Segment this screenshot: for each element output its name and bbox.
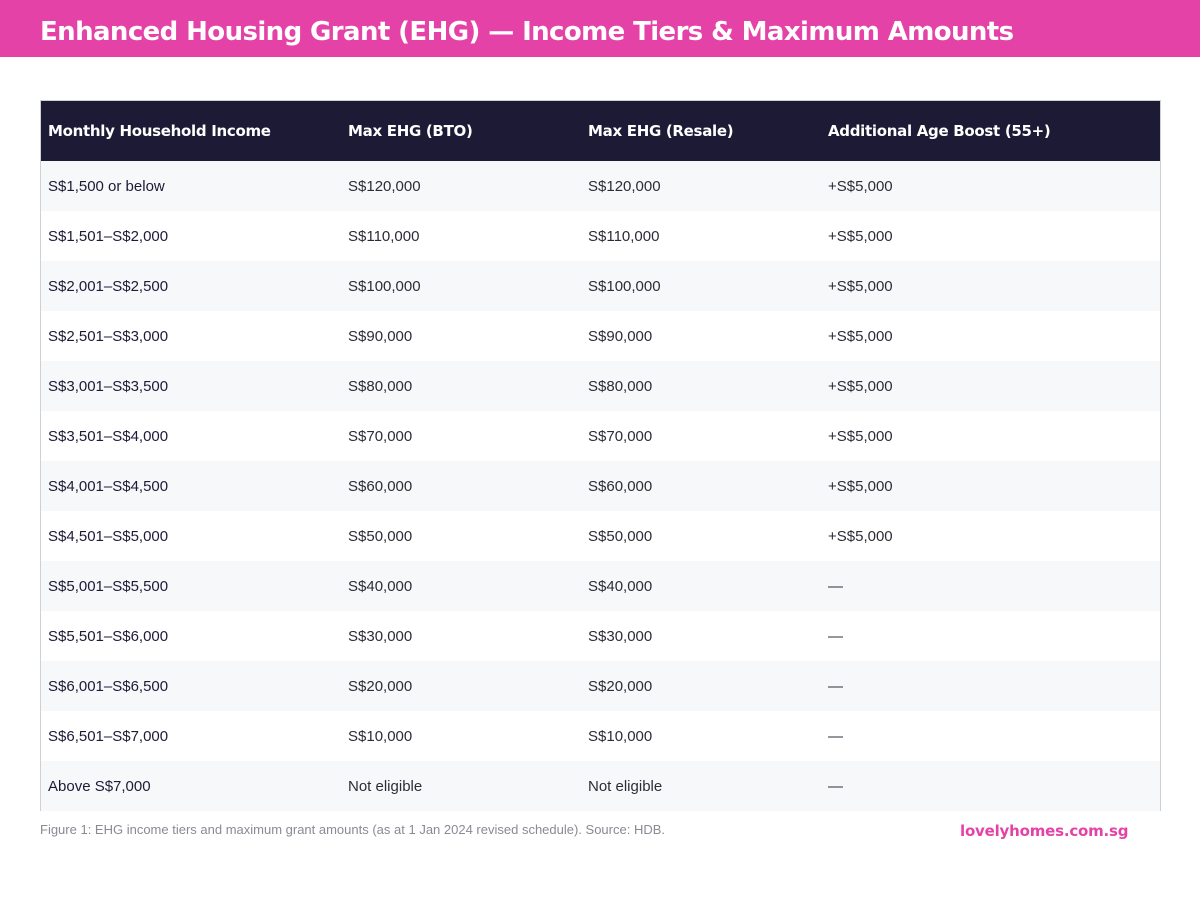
- cell-max-ehg-bto: S$110,000: [348, 227, 420, 245]
- table-row: S$3,501–S$4,000 S$70,000 S$70,000 +S$5,000: [41, 411, 1160, 461]
- cell-max-ehg-resale: S$110,000: [588, 227, 660, 245]
- page-title: Enhanced Housing Grant (EHG) — Income Ti…: [40, 17, 1014, 47]
- cell-age-boost: +S$5,000: [828, 277, 893, 295]
- cell-income: S$2,001–S$2,500: [48, 277, 169, 295]
- table-row: S$6,501–S$7,000 S$10,000 S$10,000 —: [41, 711, 1160, 761]
- brand-link[interactable]: lovelyhomes.com.sg: [960, 822, 1129, 840]
- cell-max-ehg-resale: S$10,000: [588, 727, 653, 745]
- cell-income: Above S$7,000: [48, 777, 151, 795]
- cell-age-boost: +S$5,000: [828, 227, 893, 245]
- cell-income: S$3,501–S$4,000: [48, 427, 169, 445]
- cell-max-ehg-bto: Not eligible: [348, 777, 423, 795]
- cell-max-ehg-resale: S$100,000: [588, 277, 661, 295]
- cell-age-boost: —: [828, 627, 843, 645]
- cell-income: S$5,001–S$5,500: [48, 577, 169, 595]
- cell-max-ehg-bto: S$70,000: [348, 427, 413, 445]
- cell-age-boost: —: [828, 577, 843, 595]
- cell-max-ehg-bto: S$80,000: [348, 377, 413, 395]
- table-row: S$3,001–S$3,500 S$80,000 S$80,000 +S$5,000: [41, 361, 1160, 411]
- cell-age-boost: —: [828, 777, 843, 795]
- cell-max-ehg-bto: S$50,000: [348, 527, 413, 545]
- cell-max-ehg-resale: S$120,000: [588, 177, 661, 195]
- cell-age-boost: +S$5,000: [828, 327, 893, 345]
- table-row: S$2,501–S$3,000 S$90,000 S$90,000 +S$5,000: [41, 311, 1160, 361]
- cell-income: S$6,001–S$6,500: [48, 677, 169, 695]
- column-header-income: Monthly Household Income: [48, 122, 271, 140]
- column-header-max-ehg-bto: Max EHG (BTO): [348, 122, 473, 140]
- cell-age-boost: +S$5,000: [828, 477, 893, 495]
- grant-table-container: Monthly Household Income Max EHG (BTO) M…: [40, 100, 1161, 811]
- cell-max-ehg-bto: S$20,000: [348, 677, 413, 695]
- cell-max-ehg-resale: S$70,000: [588, 427, 653, 445]
- cell-age-boost: +S$5,000: [828, 177, 893, 195]
- cell-income: S$4,501–S$5,000: [48, 527, 169, 545]
- cell-max-ehg-bto: S$60,000: [348, 477, 413, 495]
- cell-age-boost: —: [828, 727, 843, 745]
- cell-age-boost: +S$5,000: [828, 377, 893, 395]
- cell-income: S$1,501–S$2,000: [48, 227, 169, 245]
- column-header-max-ehg-resale: Max EHG (Resale): [588, 122, 734, 140]
- table-row: S$5,501–S$6,000 S$30,000 S$30,000 —: [41, 611, 1160, 661]
- cell-age-boost: +S$5,000: [828, 427, 893, 445]
- cell-max-ehg-bto: S$90,000: [348, 327, 413, 345]
- figure-caption: Figure 1: EHG income tiers and maximum g…: [40, 822, 666, 837]
- table-body: S$1,500 or below S$120,000 S$120,000 +S$5,0…: [41, 161, 1160, 811]
- cell-max-ehg-resale: S$90,000: [588, 327, 653, 345]
- table-row: S$1,500 or below S$120,000 S$120,000 +S$5,0…: [41, 161, 1160, 211]
- header-bar: Enhanced Housing Grant (EHG) — Income Ti…: [0, 0, 1200, 57]
- cell-max-ehg-bto: S$30,000: [348, 627, 413, 645]
- cell-max-ehg-resale: Not eligible: [588, 777, 663, 795]
- table-row: Above S$7,000 Not eligible Not eligible —: [41, 761, 1160, 811]
- cell-max-ehg-resale: S$50,000: [588, 527, 653, 545]
- cell-age-boost: —: [828, 677, 843, 695]
- table-header: Monthly Household Income Max EHG (BTO) M…: [41, 101, 1160, 161]
- table-row: S$4,501–S$5,000 S$50,000 S$50,000 +S$5,000: [41, 511, 1160, 561]
- table-row: S$4,001–S$4,500 S$60,000 S$60,000 +S$5,000: [41, 461, 1160, 511]
- cell-income: S$3,001–S$3,500: [48, 377, 169, 395]
- cell-max-ehg-bto: S$100,000: [348, 277, 421, 295]
- cell-max-ehg-bto: S$40,000: [348, 577, 413, 595]
- cell-max-ehg-resale: S$30,000: [588, 627, 653, 645]
- cell-max-ehg-resale: S$20,000: [588, 677, 653, 695]
- column-header-age-boost: Additional Age Boost (55+): [828, 122, 1051, 140]
- grant-table: Monthly Household Income Max EHG (BTO) M…: [41, 101, 1160, 811]
- cell-income: S$5,501–S$6,000: [48, 627, 169, 645]
- table-row: S$6,001–S$6,500 S$20,000 S$20,000 —: [41, 661, 1160, 711]
- cell-income: S$1,500 or below: [48, 177, 165, 195]
- cell-income: S$6,501–S$7,000: [48, 727, 169, 745]
- cell-max-ehg-resale: S$80,000: [588, 377, 653, 395]
- cell-max-ehg-resale: S$40,000: [588, 577, 653, 595]
- cell-max-ehg-resale: S$60,000: [588, 477, 653, 495]
- table-row: S$1,501–S$2,000 S$110,000 S$110,000 +S$5,00…: [41, 211, 1160, 261]
- cell-income: S$4,001–S$4,500: [48, 477, 169, 495]
- cell-max-ehg-bto: S$120,000: [348, 177, 421, 195]
- cell-age-boost: +S$5,000: [828, 527, 893, 545]
- table-row: S$5,001–S$5,500 S$40,000 S$40,000 —: [41, 561, 1160, 611]
- table-header-row: Monthly Household Income Max EHG (BTO) M…: [41, 101, 1160, 161]
- table-row: S$2,001–S$2,500 S$100,000 S$100,000 +S$5,00…: [41, 261, 1160, 311]
- cell-income: S$2,501–S$3,000: [48, 327, 169, 345]
- cell-max-ehg-bto: S$10,000: [348, 727, 413, 745]
